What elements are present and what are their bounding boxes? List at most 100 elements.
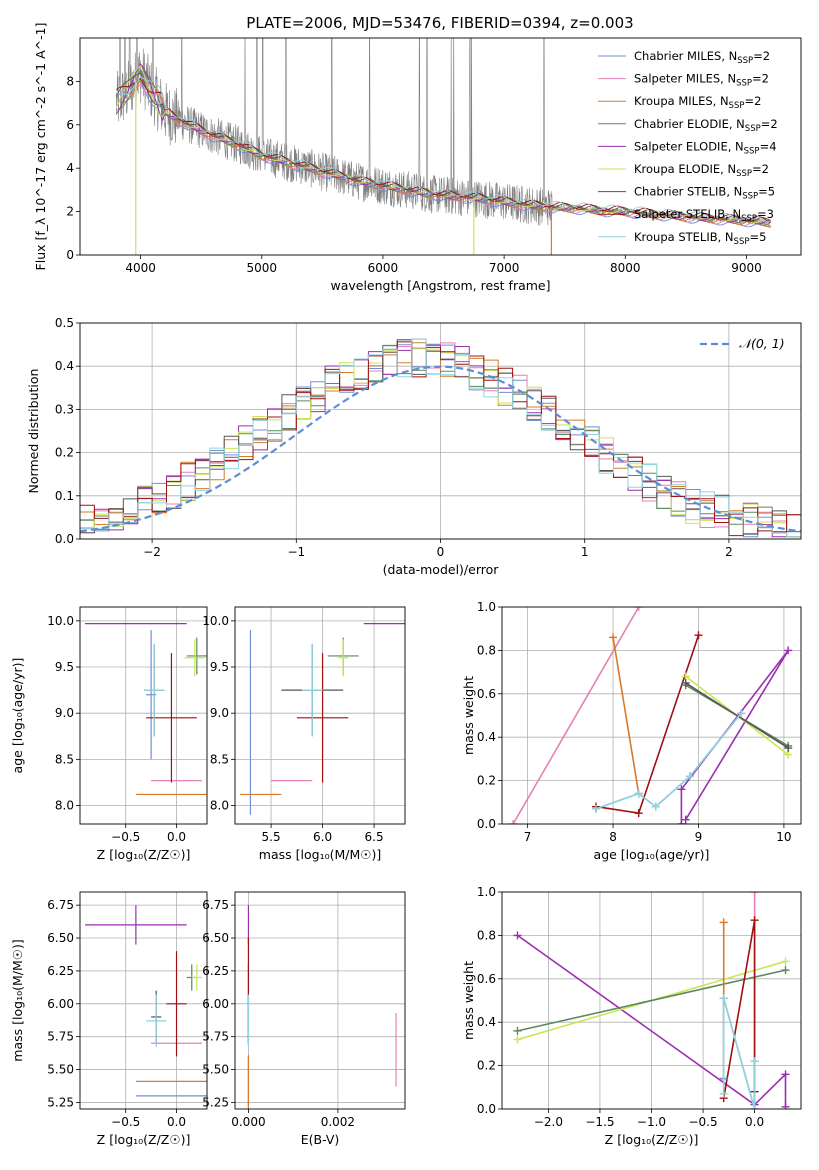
- y-tick-label: 0.5: [55, 316, 74, 330]
- plot-area-mass_vs_Z: [85, 905, 207, 1097]
- weight-marker: [685, 772, 694, 781]
- y-tick-label: 8.5: [210, 752, 229, 766]
- y-tick-label: 0.8: [477, 928, 496, 942]
- weight-marker: [634, 789, 643, 798]
- x-axis-label: wavelength [Angstrom, rest frame]: [330, 278, 550, 293]
- weight-marker: [681, 678, 690, 687]
- x-tick-label: 8: [609, 830, 617, 844]
- axes-mass_vs_Z: −0.5 0.0 5.25 5.50 5.75 6.00 6.25 6.50 6.75 Z [lo…: [10, 891, 208, 1147]
- weight-marker: [509, 820, 518, 824]
- legend-label: Chabrier STELIB, NSSP=5: [634, 185, 775, 202]
- x-tick-label: 4000: [125, 261, 156, 275]
- figure-title: PLATE=2006, MJD=53476, FIBERID=0394, z=0…: [246, 14, 633, 32]
- y-tick-label: 0.4: [477, 730, 496, 744]
- weight-marker: [719, 918, 728, 927]
- y-tick-label: 0.2: [477, 1059, 496, 1073]
- axes-frame: [501, 891, 802, 1110]
- y-axis-label: age [log₁₀(age/yr)]: [10, 658, 25, 774]
- y-tick-label: 2: [66, 205, 74, 219]
- spectrum-legend: Chabrier MILES, NSSP=2 Salpeter MILES, NS…: [598, 49, 778, 247]
- x-tick-label: 1: [581, 545, 589, 559]
- spectrum-model-kroupa-stelib: [116, 75, 771, 222]
- y-tick-label: 8: [66, 74, 74, 88]
- x-tick-label: 5000: [246, 261, 277, 275]
- x-tick-label: 9000: [731, 261, 762, 275]
- plot-area-residuals: 𝒩(0, 1): [80, 336, 801, 538]
- axes-age_vs_Z: −0.5 0.0 8.0 8.5 9.0 9.5 10.0 Z [log₁₀(Z/Z☉)] ag…: [10, 606, 208, 862]
- x-tick-label: −0.5: [688, 1115, 717, 1129]
- y-tick-label: 6.00: [47, 997, 74, 1011]
- weight-marker: [750, 892, 759, 896]
- y-tick-label: 9.0: [55, 706, 74, 720]
- axes-frame: [79, 322, 802, 540]
- x-tick-label: 6000: [368, 261, 399, 275]
- weight-line-salpeter-stelib: [722, 920, 756, 1099]
- y-tick-label: 8.0: [55, 799, 74, 813]
- y-tick-label: 0.0: [477, 1102, 496, 1116]
- y-tick-label: 0.0: [477, 817, 496, 831]
- legend-label: Chabrier MILES, NSSP=2: [634, 49, 770, 66]
- x-axis-label: Z [log₁₀(Z/Z☉)]: [97, 1132, 191, 1147]
- y-tick-label: 5.50: [47, 1063, 74, 1077]
- weight-marker: [784, 744, 793, 753]
- y-tick-label: 0.4: [55, 359, 74, 373]
- plot-area-weight_vs_Z: [513, 892, 790, 1109]
- y-tick-label: 4: [66, 161, 74, 175]
- y-tick-label: 6.00: [202, 997, 229, 1011]
- plot-area-age_vs_mass: [240, 623, 405, 815]
- y-tick-label: 6.75: [202, 898, 229, 912]
- y-tick-label: 5.75: [47, 1030, 74, 1044]
- y-axis-label: mass [log₁₀(M/M☉)]: [10, 939, 25, 1061]
- legend-label: Kroupa STELIB, NSSP=5: [634, 230, 766, 247]
- residual-legend: 𝒩(0, 1): [700, 336, 785, 351]
- gaussian-curve: [80, 365, 801, 533]
- weight-marker: [737, 709, 746, 718]
- axes-frame: [234, 606, 406, 825]
- errorbars-mass_vs_Z: [85, 905, 207, 1097]
- weight-line-kroupa-miles: [612, 637, 640, 794]
- x-tick-label: 0.0: [167, 830, 186, 844]
- x-tick-label: −1: [287, 545, 305, 559]
- y-axis-label: mass weight: [461, 961, 476, 1040]
- y-tick-label: 9.5: [210, 660, 229, 674]
- y-tick-label: 6.50: [47, 931, 74, 945]
- x-tick-label: −2: [143, 545, 161, 559]
- y-tick-label: 0.8: [477, 643, 496, 657]
- weight-marker: [694, 631, 703, 640]
- weight-marker: [677, 820, 686, 824]
- x-tick-label: 6.0: [313, 830, 332, 844]
- errorbars-age_vs_mass: [240, 623, 405, 815]
- axes-frame: [79, 37, 802, 256]
- weight-marker: [634, 809, 643, 818]
- x-tick-label: 7: [524, 830, 532, 844]
- y-tick-label: 8.0: [210, 799, 229, 813]
- weight-marker: [781, 1102, 790, 1109]
- x-tick-label: 7000: [489, 261, 520, 275]
- x-tick-label: 9: [695, 830, 703, 844]
- x-tick-label: 2: [725, 545, 733, 559]
- weight-line-chabrier-elodie: [517, 969, 786, 1032]
- lines-weight_vs_Z: [513, 892, 790, 1109]
- y-tick-label: 0.4: [477, 1015, 496, 1029]
- weight-marker: [781, 1070, 790, 1079]
- axes-weight_vs_Z: −2.0 −1.5 −1.0 −0.5 0.0 0.0 0.2 0.4 0.6 0.8 1.0 Z […: [461, 885, 802, 1147]
- x-tick-label: 0.000: [231, 1115, 265, 1129]
- weight-line-salpeter-elodie: [517, 934, 787, 1107]
- weight-marker: [750, 1057, 759, 1066]
- weight-line-salpeter-elodie: [680, 649, 789, 824]
- weight-marker: [781, 957, 790, 966]
- x-tick-label: −0.5: [111, 1115, 140, 1129]
- plot-area-weight_vs_age: [509, 607, 793, 824]
- x-axis-label: (data-model)/error: [383, 562, 500, 577]
- y-tick-label: 5.25: [47, 1095, 74, 1109]
- y-tick-label: 5.75: [202, 1030, 229, 1044]
- y-tick-label: 9.0: [210, 706, 229, 720]
- y-tick-label: 6: [66, 118, 74, 132]
- y-axis-label: mass weight: [461, 676, 476, 755]
- weight-marker: [513, 931, 522, 940]
- y-tick-label: 0.2: [477, 774, 496, 788]
- weight-marker: [591, 804, 600, 813]
- weight-marker: [750, 916, 759, 925]
- weight-marker: [677, 785, 686, 794]
